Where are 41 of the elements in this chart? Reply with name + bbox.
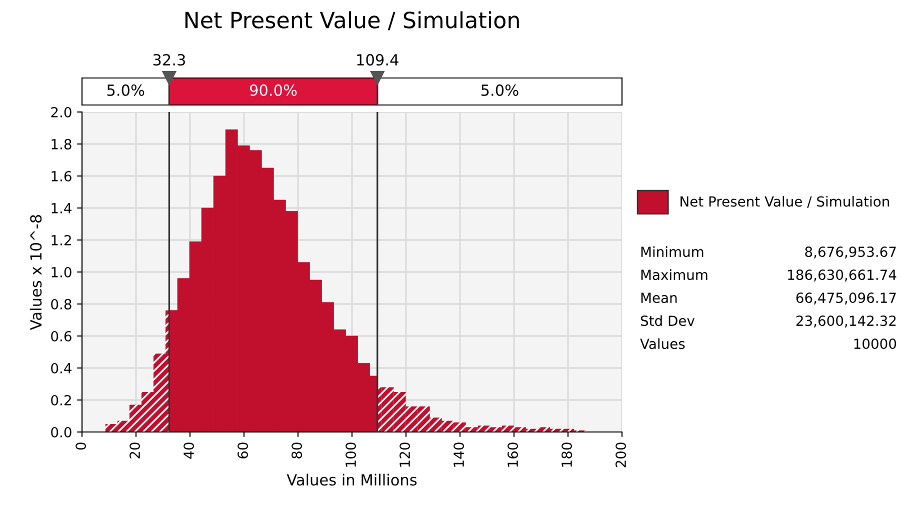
text: 10000	[854, 338, 896, 350]
x-tick-label: 180	[562, 442, 572, 467]
y-tick-label: 1.8	[52, 138, 72, 150]
x-tick-label: 160	[508, 442, 518, 467]
x-tick-label: 40	[184, 442, 194, 459]
y-tick-label: 1.6	[52, 170, 72, 182]
x-tick-label: 60	[238, 442, 248, 458]
y-tick-label: 1.0	[52, 266, 72, 278]
ref-line-label: 109.4	[357, 54, 398, 66]
text: 5.0%	[107, 84, 144, 96]
x-tick-label: 0	[76, 442, 86, 450]
text: Values	[640, 338, 685, 350]
legend-label: Net Present Value / Simulation	[680, 196, 889, 208]
y-tick-label: 1.2	[52, 234, 71, 246]
x-tick-label: 80	[292, 442, 302, 458]
y-tick-label: 2.0	[51, 106, 72, 118]
text: 23,600,142.32	[796, 316, 896, 328]
y-tick-label: 0.8	[51, 298, 72, 310]
x-tick-label: 120	[400, 442, 410, 467]
y-tick-label: 0.4	[51, 362, 72, 374]
x-tick-label: 100	[346, 442, 356, 467]
ref-line-label: 32.3	[153, 54, 185, 66]
text: Std Dev	[640, 315, 695, 326]
text: 90.0%	[250, 84, 297, 96]
text: 186,630,661.74	[788, 270, 896, 282]
y-axis-title: Values x 10^-8	[30, 214, 42, 330]
x-tick-label: 200	[616, 442, 626, 468]
chart-title: Net Present Value / Simulation	[185, 11, 519, 30]
text: 5.0%	[481, 84, 518, 96]
x-axis-title: Values in Millions	[286, 474, 417, 486]
text: Minimum	[641, 246, 704, 258]
x-tick-label: 140	[454, 442, 464, 467]
y-tick-label: 0.2	[51, 394, 71, 406]
text: Maximum	[641, 269, 708, 280]
y-tick-label: 1.4	[52, 203, 72, 214]
y-tick-label: 0.6	[51, 330, 72, 342]
x-tick-label: 20	[130, 442, 140, 458]
text: Mean	[641, 292, 677, 304]
text: 8,676,953.67	[805, 246, 896, 258]
y-tick-label: 0.0	[51, 426, 72, 438]
text: 66,475,096.17	[796, 292, 896, 304]
